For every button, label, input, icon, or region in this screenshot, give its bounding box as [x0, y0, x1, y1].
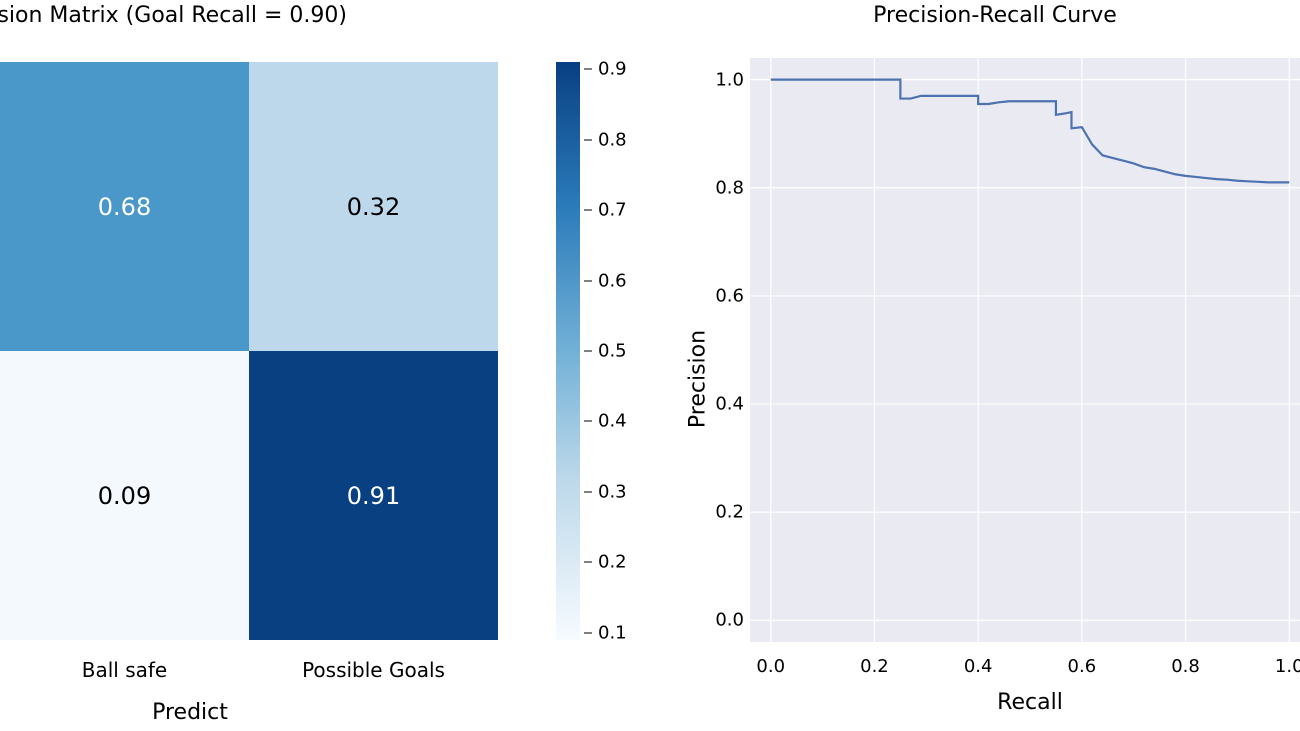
colorbar-tick-mark — [584, 351, 592, 352]
pr-xtick-label: 0.2 — [860, 656, 889, 677]
colorbar-tick-label: 0.3 — [598, 481, 627, 502]
colorbar: 0.1 0.2 0.3 0.4 0.5 0.6 0.7 0.8 0.9 — [556, 62, 650, 640]
pr-svg — [750, 58, 1300, 642]
colorbar-tick-label: 0.2 — [598, 552, 627, 573]
pr-ylabel: Precision — [686, 330, 711, 428]
pr-xlabel: Recall — [997, 690, 1063, 715]
pr-xtick-label: 1.0 — [1275, 656, 1300, 677]
colorbar-tick-mark — [584, 280, 592, 281]
pr-curve-title: Precision-Recall Curve — [795, 3, 1195, 28]
colorbar-gradient — [556, 62, 580, 640]
confusion-matrix-cell: 0.91 — [249, 351, 498, 640]
colorbar-tick-label: 0.9 — [598, 59, 627, 80]
colorbar-tick-label: 0.5 — [598, 341, 627, 362]
pr-xtick-label: 0.0 — [756, 656, 785, 677]
pr-ytick-label: 0.0 — [710, 610, 744, 631]
confusion-matrix-xtick: Ball safe — [82, 658, 167, 682]
colorbar-tick-mark — [584, 632, 592, 633]
colorbar-tick-label: 0.7 — [598, 200, 627, 221]
colorbar-tick-mark — [584, 562, 592, 563]
pr-xtick-label: 0.4 — [964, 656, 993, 677]
pr-ytick-label: 0.8 — [710, 177, 744, 198]
confusion-matrix-xlabel: Predict — [152, 700, 228, 725]
pr-ytick-label: 0.2 — [710, 502, 744, 523]
pr-ytick-label: 1.0 — [710, 69, 744, 90]
pr-ytick-label: 0.6 — [710, 285, 744, 306]
colorbar-tick-label: 0.4 — [598, 411, 627, 432]
confusion-matrix-cell: 0.09 — [0, 351, 249, 640]
pr-xtick-label: 0.8 — [1171, 656, 1200, 677]
colorbar-tick-mark — [584, 210, 592, 211]
colorbar-tick-label: 0.6 — [598, 270, 627, 291]
confusion-matrix-cell: 0.68 — [0, 62, 249, 351]
confusion-matrix: 0.680.320.090.91 — [0, 62, 498, 640]
confusion-matrix-title: Confusion Matrix (Goal Recall = 0.90) — [0, 3, 390, 28]
pr-xtick-label: 0.6 — [1068, 656, 1097, 677]
confusion-matrix-cell: 0.32 — [249, 62, 498, 351]
figure: Confusion Matrix (Goal Recall = 0.90) 0.… — [0, 0, 1300, 731]
pr-plot-area — [750, 58, 1300, 642]
colorbar-tick-label: 0.8 — [598, 129, 627, 150]
colorbar-tick-label: 0.1 — [598, 622, 627, 643]
colorbar-tick-mark — [584, 139, 592, 140]
colorbar-tick-mark — [584, 69, 592, 70]
confusion-matrix-grid: 0.680.320.090.91 — [0, 62, 498, 640]
pr-curve: Precision — [690, 58, 1300, 642]
colorbar-tick-mark — [584, 421, 592, 422]
pr-ytick-label: 0.4 — [710, 394, 744, 415]
confusion-matrix-xtick: Possible Goals — [302, 658, 445, 682]
pr-line — [771, 80, 1290, 183]
colorbar-tick-mark — [584, 491, 592, 492]
